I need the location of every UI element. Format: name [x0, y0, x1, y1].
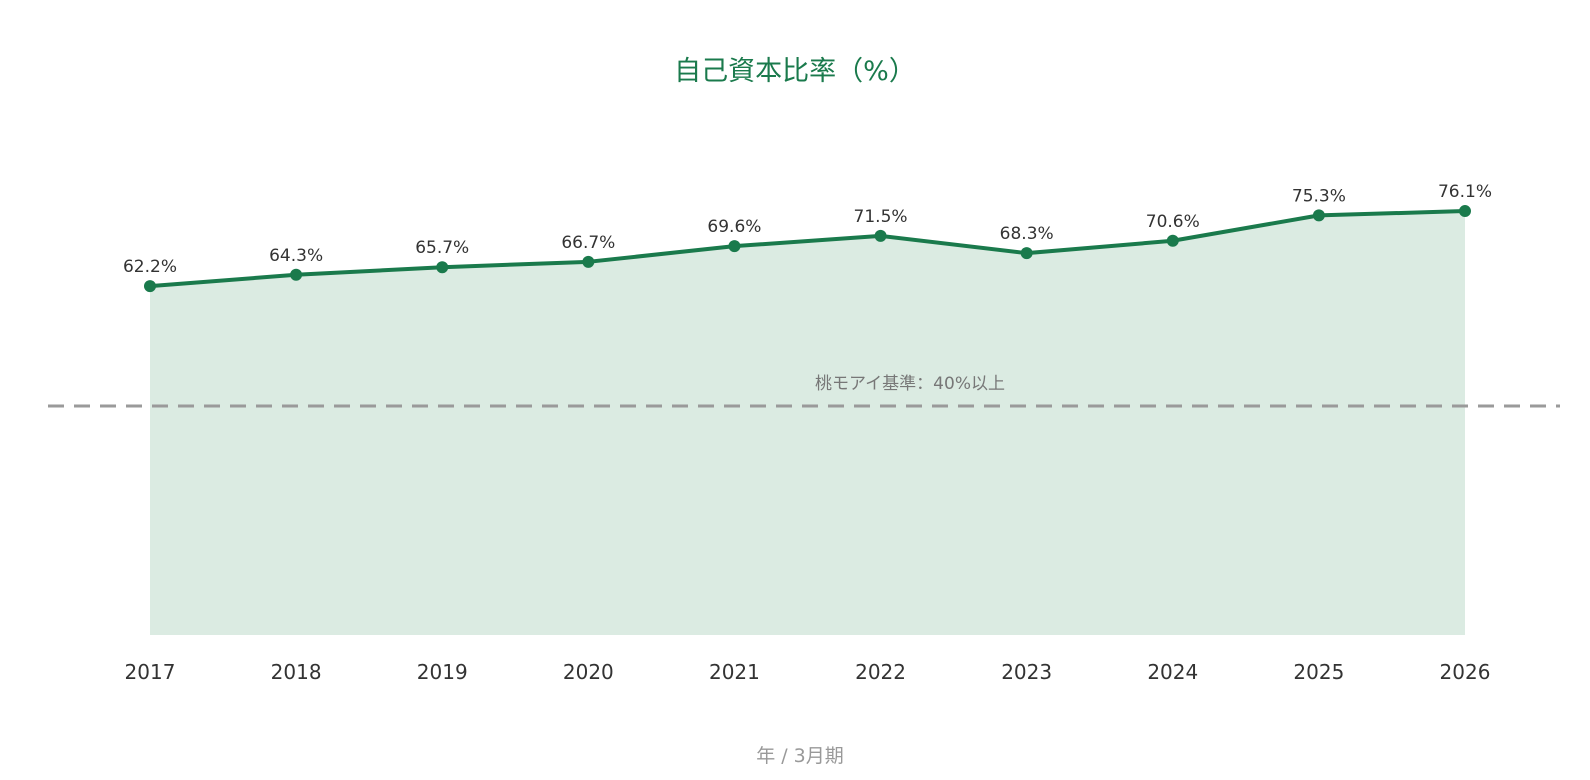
data-point-2017: [144, 280, 156, 293]
data-label-2022: 71.5%: [854, 207, 908, 227]
x-tick-2022: 2022: [855, 660, 906, 684]
area-layer: [150, 211, 1465, 635]
point-layer: [144, 205, 1471, 293]
data-label-2026: 76.1%: [1438, 182, 1492, 202]
data-point-2024: [1166, 234, 1179, 247]
data-label-2017: 62.2%: [123, 257, 177, 277]
x-tick-2019: 2019: [417, 660, 468, 684]
data-label-2020: 66.7%: [561, 233, 615, 253]
reference-line-label: 桃モアイ基準：40%以上: [815, 374, 1005, 394]
data-point-2021: [728, 240, 741, 253]
data-point-2026: [1459, 205, 1471, 218]
data-point-2019: [436, 261, 449, 274]
line-layer: [148, 209, 1467, 289]
x-tick-2021: 2021: [709, 660, 760, 684]
chart-title: 自己資本比率（%）: [674, 56, 916, 87]
data-label-2025: 75.3%: [1292, 186, 1346, 206]
x-tick-2018: 2018: [271, 660, 322, 684]
x-tick-2025: 2025: [1293, 660, 1344, 684]
area-fill: [150, 211, 1465, 635]
data-label-2019: 65.7%: [415, 238, 469, 258]
data-point-2020: [582, 255, 595, 268]
reference-layer: 桃モアイ基準：40%以上: [48, 374, 1560, 408]
data-point-2022: [874, 229, 887, 242]
data-point-2018: [290, 268, 303, 281]
x-axis-label: 年 / 3月期: [756, 745, 844, 767]
x-axis-ticks: 2017 2018 2019 2020 2021 2022 2023 2024 2025 2026: [125, 660, 1491, 684]
data-label-2023: 68.3%: [1000, 224, 1054, 244]
x-tick-2020: 2020: [563, 660, 614, 684]
x-tick-2017: 2017: [125, 660, 176, 684]
x-tick-2023: 2023: [1001, 660, 1052, 684]
x-tick-2026: 2026: [1440, 660, 1491, 684]
series-line: [148, 209, 1467, 289]
data-point-2023: [1020, 247, 1033, 260]
data-label-2024: 70.6%: [1146, 212, 1200, 232]
x-tick-2024: 2024: [1147, 660, 1198, 684]
data-label-layer: 62.2% 64.3% 65.7% 66.7% 69.6% 71.5% 68.3% 70.6%…: [123, 182, 1492, 277]
data-label-2018: 64.3%: [269, 246, 323, 266]
data-point-2025: [1312, 209, 1325, 222]
data-label-2021: 69.6%: [707, 217, 761, 237]
